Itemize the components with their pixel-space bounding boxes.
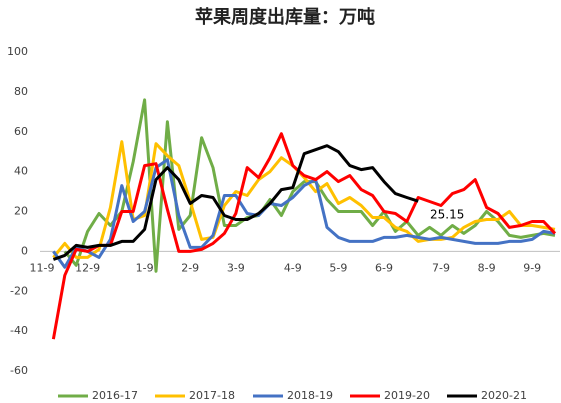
y-tick-label: 40 bbox=[14, 165, 28, 178]
y-tick-label: 20 bbox=[14, 205, 28, 218]
x-tick-label: 3-9 bbox=[227, 261, 245, 274]
y-tick-label: 60 bbox=[14, 125, 28, 138]
x-tick-label: 4-9 bbox=[284, 261, 302, 274]
x-tick-label: 1-9 bbox=[136, 261, 154, 274]
x-tick-label: 2-9 bbox=[181, 261, 199, 274]
legend-label: 2018-19 bbox=[287, 389, 333, 402]
y-tick-label: 0 bbox=[21, 244, 28, 257]
x-tick-label: 5-9 bbox=[329, 261, 347, 274]
x-tick-label: 11-9 bbox=[30, 261, 55, 274]
y-tick-label: 80 bbox=[14, 85, 28, 98]
x-tick-label: 6-9 bbox=[375, 261, 393, 274]
y-tick-label: -20 bbox=[10, 284, 28, 297]
y-tick-label: -40 bbox=[10, 324, 28, 337]
y-tick-label: -60 bbox=[10, 364, 28, 377]
legend-label: 2016-17 bbox=[92, 389, 138, 402]
series-line bbox=[52, 144, 419, 261]
x-tick-label: 9-9 bbox=[523, 261, 541, 274]
chart-title: 苹果周度出库量：万吨 bbox=[195, 6, 375, 28]
series-line bbox=[52, 158, 556, 269]
legend-label: 2019-20 bbox=[384, 389, 430, 402]
series-line bbox=[51, 132, 557, 340]
legend-label: 2020-21 bbox=[481, 389, 527, 402]
x-tick-label: 12-9 bbox=[75, 261, 100, 274]
legend-label: 2017-18 bbox=[189, 389, 235, 402]
x-tick-label: 7-9 bbox=[432, 261, 450, 274]
annotation: 25.15 bbox=[430, 208, 464, 222]
x-tick-label: 8-9 bbox=[478, 261, 496, 274]
y-tick-label: 100 bbox=[7, 45, 28, 58]
